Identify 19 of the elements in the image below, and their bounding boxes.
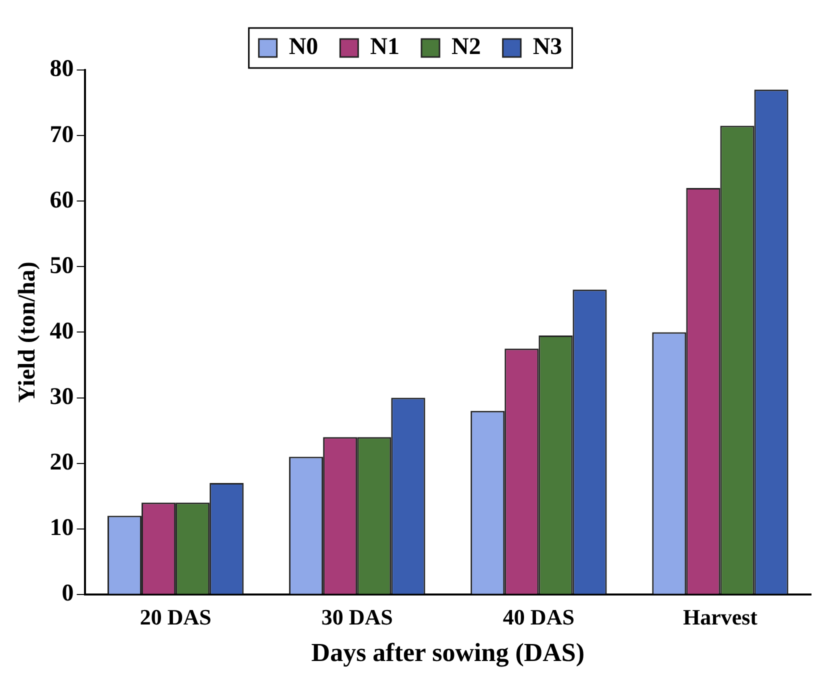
y-tick-label: 30	[50, 384, 74, 410]
legend-label: N0	[288, 34, 318, 60]
legend-label: N2	[452, 34, 481, 60]
y-tick-label: 60	[50, 187, 74, 214]
legend-label: N3	[532, 34, 562, 60]
y-axis-title: Yield (ton/ha)	[14, 262, 41, 403]
y-tick-label: 10	[50, 515, 74, 542]
y-tick-label: 20	[50, 450, 74, 476]
y-tick-label: 0	[62, 580, 74, 607]
x-tick-label: 30 DAS	[321, 604, 393, 630]
x-tick-label: 40 DAS	[502, 604, 574, 630]
y-tick-label: 70	[50, 122, 74, 148]
x-tick-label: 20 DAS	[140, 604, 212, 630]
y-tick-label: 50	[50, 252, 74, 279]
y-tick-label: 40	[50, 318, 74, 344]
x-axis-title: Days after sowing (DAS)	[311, 638, 585, 668]
x-tick-label: Harvest	[682, 604, 758, 630]
legend-label: N1	[370, 34, 400, 60]
y-tick-label: 80	[50, 56, 74, 82]
